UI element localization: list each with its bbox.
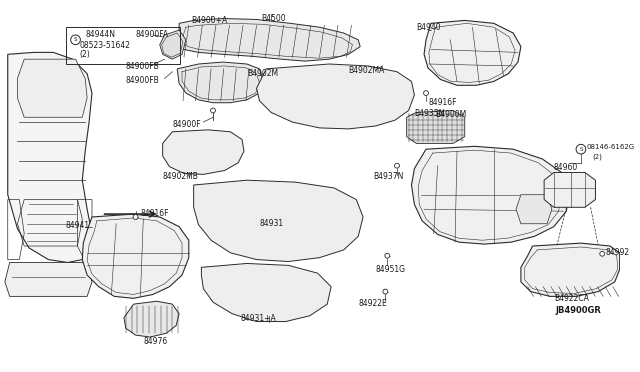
- Polygon shape: [17, 59, 87, 117]
- Text: 84960: 84960: [554, 163, 578, 172]
- Polygon shape: [83, 214, 189, 298]
- Text: 84900FA: 84900FA: [136, 30, 169, 39]
- Text: B4902MA: B4902MA: [349, 66, 385, 75]
- Text: B4937N: B4937N: [372, 173, 403, 182]
- Polygon shape: [160, 30, 186, 59]
- Text: (2): (2): [593, 153, 602, 160]
- Text: 08146-6162G: 08146-6162G: [587, 144, 635, 150]
- Polygon shape: [163, 130, 244, 174]
- Text: 84900F: 84900F: [172, 120, 201, 129]
- Text: 84992: 84992: [605, 248, 629, 257]
- Polygon shape: [177, 62, 263, 103]
- Text: 84931+A: 84931+A: [240, 314, 276, 323]
- Polygon shape: [424, 20, 521, 85]
- Text: JB4900GR: JB4900GR: [556, 306, 602, 315]
- Text: B4902M: B4902M: [247, 69, 278, 78]
- Text: 08523-51642: 08523-51642: [79, 41, 131, 50]
- Text: 84902MB: 84902MB: [163, 173, 198, 182]
- Polygon shape: [5, 263, 92, 296]
- Text: 84922E: 84922E: [358, 299, 387, 308]
- Polygon shape: [412, 146, 570, 244]
- Text: 84931: 84931: [259, 219, 284, 228]
- Text: 84916F: 84916F: [140, 209, 169, 218]
- Circle shape: [211, 108, 216, 113]
- Text: B4900+A: B4900+A: [192, 16, 228, 25]
- Polygon shape: [176, 19, 360, 61]
- Polygon shape: [544, 173, 595, 207]
- Bar: [66, 27, 180, 64]
- Polygon shape: [194, 180, 363, 262]
- Circle shape: [385, 253, 390, 258]
- Text: (2): (2): [79, 51, 90, 60]
- Text: B4940: B4940: [417, 23, 441, 32]
- Circle shape: [600, 251, 605, 256]
- Text: 84916F: 84916F: [429, 98, 458, 107]
- Text: S: S: [579, 147, 582, 152]
- Circle shape: [70, 35, 81, 45]
- Text: 84976: 84976: [143, 337, 168, 346]
- Text: 84900FB: 84900FB: [126, 76, 159, 84]
- Text: 84951G: 84951G: [376, 265, 406, 275]
- Text: 84900FB: 84900FB: [126, 62, 159, 71]
- Text: S: S: [74, 37, 77, 42]
- Text: B4922CA: B4922CA: [554, 295, 589, 304]
- Polygon shape: [202, 263, 331, 321]
- Polygon shape: [406, 110, 465, 143]
- Text: 84944N: 84944N: [85, 30, 115, 39]
- Polygon shape: [521, 243, 620, 296]
- Circle shape: [383, 289, 388, 294]
- Circle shape: [394, 163, 399, 168]
- Text: B4935N: B4935N: [414, 109, 445, 118]
- Circle shape: [133, 215, 138, 219]
- Circle shape: [576, 144, 586, 154]
- Polygon shape: [257, 64, 414, 129]
- Polygon shape: [124, 301, 179, 337]
- Text: 84941: 84941: [66, 221, 90, 230]
- Text: B4500: B4500: [261, 14, 286, 23]
- Circle shape: [424, 91, 428, 96]
- Polygon shape: [516, 195, 552, 224]
- Polygon shape: [8, 52, 92, 263]
- Text: B4900M: B4900M: [436, 110, 467, 119]
